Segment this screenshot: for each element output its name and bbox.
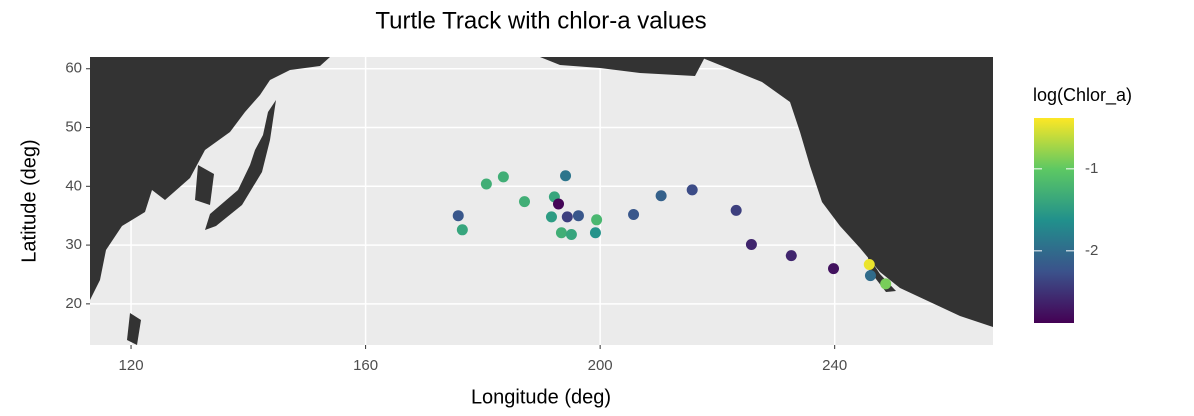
- point: [628, 209, 640, 221]
- point: [828, 263, 840, 275]
- korea: [195, 165, 214, 205]
- colorbar: [1034, 118, 1074, 323]
- point: [863, 258, 875, 270]
- x-tick-label: 160: [353, 357, 378, 374]
- asia: [90, 57, 330, 300]
- point: [745, 238, 757, 250]
- point: [785, 250, 797, 262]
- north-america: [700, 57, 993, 327]
- y-axis-label: Latitude (deg): [18, 139, 40, 262]
- point: [655, 190, 667, 202]
- colorbar-tick-label: -1: [1085, 160, 1098, 177]
- y-tick-label: 20: [65, 295, 82, 312]
- point: [452, 210, 464, 222]
- y-tick-label: 50: [65, 118, 82, 135]
- point: [480, 178, 492, 190]
- point: [561, 211, 573, 223]
- point: [565, 229, 577, 241]
- y-tick-label: 30: [65, 236, 82, 253]
- point: [591, 214, 603, 226]
- point: [864, 270, 876, 282]
- y-tick-label: 60: [65, 60, 82, 77]
- points: [452, 170, 892, 290]
- x-tick-label: 200: [588, 357, 613, 374]
- alaska: [540, 57, 705, 76]
- point: [686, 184, 698, 196]
- y-tick-label: 40: [65, 177, 82, 194]
- point: [589, 227, 601, 239]
- point: [456, 224, 468, 236]
- point: [560, 170, 572, 182]
- philippines: [127, 313, 141, 345]
- legend-title: log(Chlor_a): [1033, 85, 1132, 106]
- point: [880, 278, 892, 290]
- point: [553, 198, 565, 210]
- point: [555, 227, 567, 239]
- x-tick-label: 240: [822, 357, 847, 374]
- japan: [205, 100, 276, 230]
- point: [545, 211, 557, 223]
- colorbar-tick-label: -2: [1085, 242, 1098, 259]
- land: [90, 57, 993, 345]
- point: [518, 196, 530, 208]
- point: [572, 210, 584, 222]
- point: [497, 171, 509, 183]
- x-axis-label: Longitude (deg): [471, 386, 611, 408]
- chart-title: Turtle Track with chlor-a values: [375, 7, 706, 34]
- point: [730, 204, 742, 216]
- x-tick-label: 120: [119, 357, 144, 374]
